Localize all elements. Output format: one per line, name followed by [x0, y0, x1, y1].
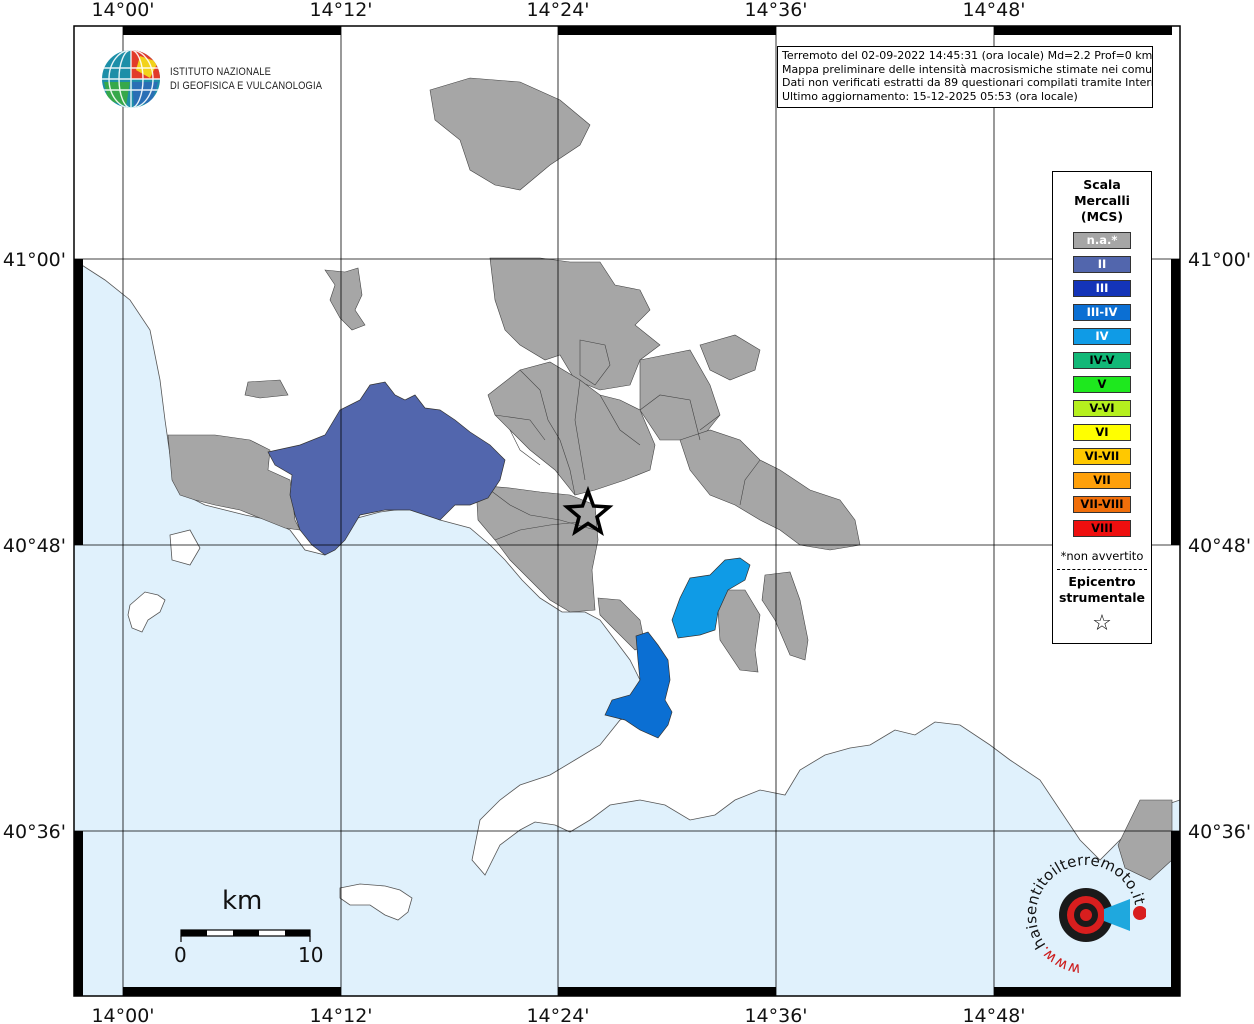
legend-item: VII [1073, 472, 1131, 489]
map-frame [73, 25, 1181, 997]
lon-label: 14°48' [962, 0, 1025, 21]
lat-label: 40°48' [1188, 535, 1251, 557]
legend-item: VII-VIII [1073, 496, 1131, 513]
legend-item: III [1073, 280, 1131, 297]
lon-label: 14°36' [744, 1005, 807, 1024]
lon-label: 14°48' [962, 1005, 1025, 1024]
scale-start-label: 0 [174, 943, 187, 967]
legend-title: Scala Mercalli (MCS) [1074, 177, 1130, 224]
lon-label: 14°24' [526, 1005, 589, 1024]
scale-unit-label: km [222, 886, 263, 916]
legend-item: n.a.* [1073, 232, 1131, 249]
legend-item: VI-VII [1073, 448, 1131, 465]
legend-item: VIII [1073, 520, 1131, 537]
island-ischia [127, 591, 166, 633]
lon-label: 14°00' [91, 1005, 154, 1024]
municipal-boundaries [489, 369, 761, 541]
lat-label: 40°48' [3, 535, 66, 557]
event-info-line: Ultimo aggiornamento: 15-12-2025 05:53 (… [782, 89, 1078, 103]
institute-name-line1: ISTITUTO NAZIONALE [170, 66, 272, 78]
lat-label: 40°36' [1188, 821, 1251, 843]
legend-item: III-IV [1073, 304, 1131, 321]
legend-item: V [1073, 376, 1131, 393]
lon-label: 14°00' [91, 0, 154, 21]
event-info-line: Mappa preliminare delle intensità macros… [782, 62, 1153, 76]
legend-epicenter-title: Epicentro strumentale [1058, 574, 1146, 605]
ingv-logo: ISTITUTO NAZIONALE DI GEOFISICA E VULCAN… [100, 48, 349, 110]
latitude-labels-left: 41°00' 40°48' 40°36' [3, 249, 66, 843]
megaphone-target-icon [1059, 888, 1146, 942]
legend-item: IV [1073, 328, 1131, 345]
hst-url-prefix: www. [1035, 943, 1082, 975]
graticule [74, 26, 1180, 996]
intensity-legend: Scala Mercalli (MCS) n.a.* II III III-IV IV I… [1052, 171, 1152, 644]
institute-name-line2: DI GEOFISICA E VULCANOLOGIA [170, 80, 323, 92]
latitude-labels-right: 41°00' 40°48' 40°36' [1188, 249, 1251, 843]
epicenter-star-icon: ☆ [1092, 611, 1112, 636]
island-procida [169, 529, 201, 566]
legend-item: II [1073, 256, 1131, 273]
legend-divider [1057, 569, 1147, 570]
event-info-line: Terremoto del 02-09-2022 14:45:31 (ora l… [782, 49, 1153, 62]
longitude-labels-bottom: 14°00' 14°12' 14°24' 14°36' 14°48' [91, 1005, 1025, 1024]
lon-label: 14°12' [309, 1005, 372, 1024]
legend-item: V-VI [1073, 400, 1131, 417]
scale-bar [180, 929, 311, 942]
lat-label: 41°00' [1188, 249, 1251, 271]
intensity-iv-area [671, 557, 751, 639]
island-capri [339, 883, 413, 921]
lat-label: 40°36' [3, 821, 66, 843]
event-info-box: Terremoto del 02-09-2022 14:45:31 (ora l… [777, 46, 1153, 108]
epicenter-star-icon [562, 485, 614, 536]
intensity-iii-iv-area [604, 631, 673, 739]
scale-end-label: 10 [298, 943, 324, 967]
legend-items: n.a.* II III III-IV IV IV-V V V-VI VI VI-VII VII VI… [1053, 232, 1151, 537]
lat-label: 41°00' [3, 249, 66, 271]
lon-label: 14°24' [526, 0, 589, 21]
ingv-globe-icon [102, 50, 160, 108]
intensity-ii-area [267, 381, 506, 556]
legend-item: IV-V [1073, 352, 1131, 369]
na-municipalities [167, 77, 1173, 881]
lon-label: 14°36' [744, 0, 807, 21]
lon-label: 14°12' [309, 0, 372, 21]
legend-note: *non avvertito [1060, 549, 1144, 563]
legend-item: VI [1073, 424, 1131, 441]
hst-logo: www.haisentitoilterremoto.it [1026, 855, 1146, 975]
longitude-labels-top: 14°00' 14°12' 14°24' 14°36' 14°48' [91, 0, 1025, 21]
event-info-line: Dati non verificati estratti da 89 quest… [782, 76, 1153, 89]
